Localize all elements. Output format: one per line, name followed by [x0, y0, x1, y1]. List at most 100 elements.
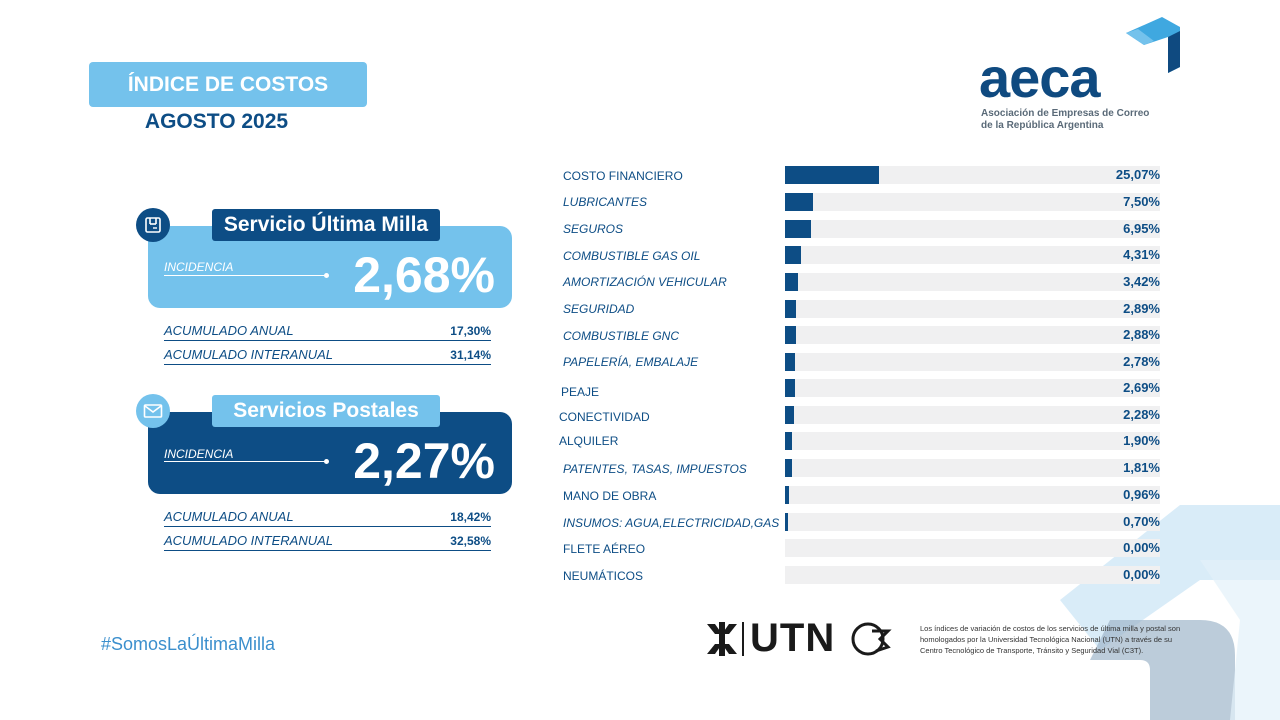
cost-row-track — [785, 539, 1160, 557]
c3t-logo-icon — [851, 622, 892, 656]
cost-row-value: 2,78% — [1123, 354, 1160, 369]
cost-row-value: 25,07% — [1115, 167, 1160, 182]
cost-row-label: SEGUROS — [563, 222, 624, 236]
cost-row-label: AMORTIZACIÓN VEHICULAR — [563, 275, 727, 289]
hashtag: #SomosLaÚltimaMilla — [101, 634, 276, 654]
cost-row-bar — [785, 326, 796, 344]
servicios-postales-title-badge: Servicios Postales — [212, 395, 440, 427]
servicios-postales-incidencia-dot — [324, 459, 329, 464]
cost-row-track — [785, 220, 1160, 238]
cost-row-label: SEGURIDAD — [563, 302, 635, 316]
logo-tagline-2: de la República Argentina — [981, 120, 1104, 131]
cost-row-bar — [785, 486, 789, 504]
cost-row-label: LUBRICANTES — [563, 195, 648, 209]
servicios-postales-acumulado-anual-value: 18,42% — [450, 510, 491, 524]
cost-row-label: PATENTES, TASAS, IMPUESTOS — [563, 462, 747, 476]
cost-row-track — [785, 406, 1160, 424]
cost-row-label: PEAJE — [561, 385, 600, 399]
ultima-milla-incidencia-dot — [324, 273, 329, 278]
cost-row-track — [785, 193, 1160, 211]
cost-row-track — [785, 566, 1160, 584]
cost-row-track — [785, 300, 1160, 318]
cost-row-value: 3,42% — [1123, 274, 1160, 289]
cost-row-label: COSTO FINANCIERO — [563, 169, 683, 183]
cost-row-bar — [785, 513, 788, 531]
servicios-postales-incidencia-value: 2,27% — [353, 433, 495, 489]
cost-row-label: NEUMÁTICOS — [563, 569, 644, 583]
cost-row-value: 0,00% — [1123, 567, 1160, 582]
ultima-milla-acumulado-interanual-row: ACUMULADO INTERANUAL 31,14% — [164, 342, 491, 365]
cost-row-label: MANO DE OBRA — [563, 489, 657, 503]
utn-divider — [742, 622, 744, 656]
cost-row-bar — [785, 300, 796, 318]
cost-row-track — [785, 273, 1160, 291]
ultima-milla-acumulado-interanual-value: 31,14% — [450, 348, 491, 362]
servicios-postales-incidencia-line — [164, 461, 326, 462]
cost-row-value: 1,90% — [1123, 433, 1160, 448]
cost-row-label: ALQUILER — [559, 434, 619, 448]
ultima-milla-acumulado-interanual-label: ACUMULADO INTERANUAL — [164, 347, 334, 362]
servicios-postales-acumulado-anual-label: ACUMULADO ANUAL — [164, 509, 294, 524]
cost-row-bar — [785, 220, 812, 238]
mail-icon — [136, 394, 170, 428]
cost-row-track — [785, 513, 1160, 531]
ultima-milla-acumulado-anual-label: ACUMULADO ANUAL — [164, 323, 294, 338]
servicios-postales-acumulado-anual-row: ACUMULADO ANUAL 18,42% — [164, 504, 491, 527]
cost-row-label: CONECTIVIDAD — [559, 410, 650, 424]
cost-row-bar — [785, 406, 794, 424]
cost-row-track — [785, 459, 1160, 477]
servicios-postales-title: Servicios Postales — [233, 399, 419, 422]
utn-wordmark: UTN — [750, 616, 836, 660]
cost-row-track — [785, 246, 1160, 264]
cost-row-label: FLETE AÉREO — [563, 542, 646, 556]
cost-row-track — [785, 326, 1160, 344]
cost-row-value: 2,89% — [1123, 301, 1160, 316]
cost-row-bar — [785, 273, 798, 291]
cost-row-bar — [785, 166, 879, 184]
servicios-postales-acumulado-interanual-row: ACUMULADO INTERANUAL 32,58% — [164, 528, 491, 551]
ultima-milla-incidencia-label: INCIDENCIA — [164, 260, 234, 274]
page-title: ÍNDICE DE COSTOS — [127, 72, 329, 96]
utn-homologation-note: Los índices de variación de costos de lo… — [920, 624, 1181, 655]
cost-row-label: INSUMOS: AGUA,ELECTRICIDAD,GAS — [563, 516, 780, 530]
ultima-milla-acumulado-anual-row: ACUMULADO ANUAL 17,30% — [164, 318, 491, 341]
cost-row-value: 2,69% — [1123, 380, 1160, 395]
servicios-postales-acumulado-interanual-value: 32,58% — [450, 534, 491, 548]
cost-row-bar — [785, 459, 792, 477]
cost-row-bar — [785, 246, 802, 264]
cost-row-value: 7,50% — [1123, 194, 1160, 209]
cost-row-track — [785, 379, 1160, 397]
servicios-postales-acumulado-interanual-label: ACUMULADO INTERANUAL — [164, 533, 334, 548]
cost-row-value: 6,95% — [1123, 221, 1160, 236]
ultima-milla-acumulado-anual-value: 17,30% — [450, 324, 491, 338]
box-icon — [136, 208, 170, 242]
cost-row-value: 2,88% — [1123, 327, 1160, 342]
cost-row-bar — [785, 353, 796, 371]
servicios-postales-incidencia-label: INCIDENCIA — [164, 447, 234, 461]
cost-row-track — [785, 486, 1160, 504]
ultima-milla-incidencia-value: 2,68% — [353, 247, 495, 303]
cost-row-value: 2,28% — [1123, 407, 1160, 422]
cost-row-value: 0,00% — [1123, 540, 1160, 555]
cost-row-label: COMBUSTIBLE GNC — [563, 329, 680, 343]
page-title-badge: ÍNDICE DE COSTOS — [89, 62, 367, 107]
cost-row-label: COMBUSTIBLE GAS OIL — [563, 249, 701, 263]
cost-row-label: PAPELERÍA, EMBALAJE — [563, 355, 699, 369]
aeca-logo-wordmark: aeca — [979, 46, 1101, 109]
cost-row-bar — [785, 193, 814, 211]
aeca-logo-icon — [1126, 17, 1180, 73]
cost-row-value: 1,81% — [1123, 460, 1160, 475]
cost-row-value: 4,31% — [1123, 247, 1160, 262]
cost-row-bar — [785, 379, 796, 397]
cost-row-track — [785, 353, 1160, 371]
ultima-milla-title-badge: Servicio Última Milla — [212, 209, 440, 241]
cost-row-value: 0,70% — [1123, 514, 1160, 529]
ultima-milla-title: Servicio Última Milla — [223, 213, 429, 236]
ultima-milla-incidencia-line — [164, 275, 326, 276]
utn-emblem-icon — [707, 622, 737, 656]
cost-row-bar — [785, 432, 793, 450]
cost-row-track — [785, 432, 1160, 450]
page-subtitle: AGOSTO 2025 — [144, 110, 289, 133]
logo-tagline-1: Asociación de Empresas de Correo — [981, 108, 1150, 119]
